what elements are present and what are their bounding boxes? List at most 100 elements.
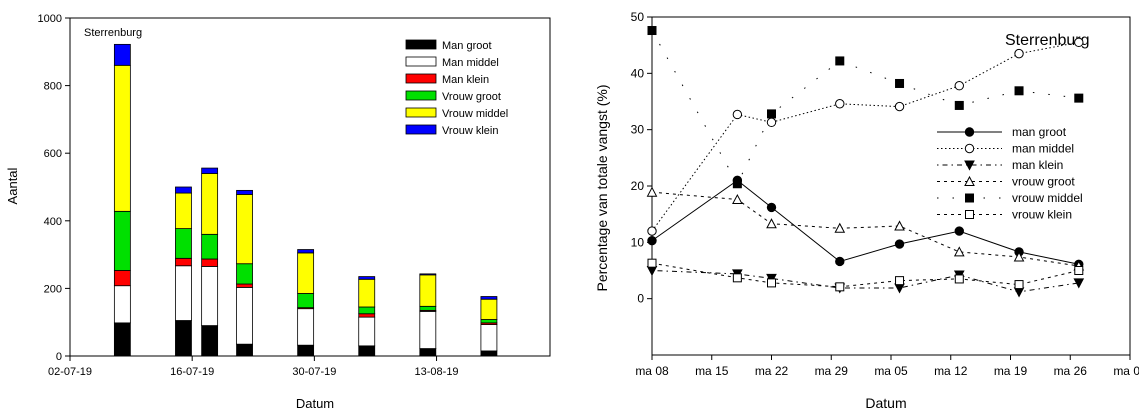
bar-segment	[480, 324, 498, 352]
data-point	[1074, 93, 1084, 103]
bar-segment	[297, 252, 315, 294]
left-y-tick-label: 600	[44, 148, 62, 160]
data-point	[1014, 280, 1024, 290]
left-legend-label: Vrouw middel	[442, 108, 508, 120]
data-point	[835, 256, 845, 267]
right-legend-label: man middel	[1012, 142, 1074, 156]
data-point	[732, 193, 743, 205]
bar-segment	[113, 64, 131, 212]
right-x-tick-label: ma 22	[755, 364, 789, 378]
data-point	[646, 186, 658, 197]
left-y-tick-label: 200	[44, 283, 62, 295]
right-legend-marker	[965, 210, 974, 219]
data-point	[766, 117, 777, 128]
bar-segment	[201, 325, 219, 357]
data-point	[732, 273, 742, 283]
bar-segment	[113, 285, 131, 324]
left-legend-swatch	[405, 73, 437, 84]
data-point	[895, 78, 905, 88]
right-y-tick-label: 50	[631, 10, 645, 24]
bar-segment	[358, 276, 376, 280]
left-legend-label: Vrouw klein	[442, 125, 498, 137]
data-point	[894, 283, 905, 294]
bar-segment	[358, 316, 376, 347]
data-point	[1013, 287, 1025, 298]
data-point	[954, 226, 964, 236]
data-point	[894, 239, 905, 249]
left-legend-label: Vrouw groot	[442, 91, 501, 103]
data-point	[647, 258, 657, 268]
bar-segment	[419, 310, 437, 349]
right-legend-label: man groot	[1012, 125, 1067, 139]
right-legend-label: vrouw groot	[1012, 175, 1075, 189]
right-legend-marker	[964, 127, 975, 137]
data-point	[835, 99, 845, 109]
right-y-tick-label: 20	[631, 179, 645, 193]
right-x-tick-label: ma 12	[934, 364, 968, 378]
bar-segment	[236, 283, 253, 288]
right-x-axis-label: Datum	[865, 395, 906, 410]
right-y-tick-label: 30	[631, 123, 645, 137]
data-point	[954, 100, 964, 110]
right-legend-label: vrouw middel	[1012, 191, 1083, 205]
right-legend-marker	[964, 143, 975, 154]
right-x-tick-label: ma 02	[1113, 364, 1139, 378]
data-point	[953, 246, 965, 257]
bar-segment	[297, 344, 315, 357]
bar-segment	[297, 308, 315, 346]
series-line	[651, 191, 1079, 267]
bar-segment	[358, 313, 376, 318]
bar-segment	[175, 265, 192, 321]
data-point	[835, 56, 845, 66]
bar-segment	[236, 343, 253, 357]
bar-segment	[480, 296, 498, 300]
data-point	[767, 109, 776, 119]
data-point	[732, 109, 743, 120]
data-point	[1074, 266, 1084, 275]
left-y-axis-label: Aantal	[5, 167, 20, 204]
bar-segment	[236, 194, 253, 265]
left-y-tick-label: 1000	[38, 13, 62, 25]
series-line	[651, 270, 1079, 293]
data-point	[647, 226, 657, 236]
bar-segment	[175, 257, 192, 267]
right-legend-label: man klein	[1012, 158, 1063, 172]
bar-segment	[480, 319, 498, 324]
data-point	[766, 202, 777, 213]
bar-segment	[419, 273, 437, 276]
bar-segment	[175, 192, 192, 229]
left-y-tick-label: 800	[44, 81, 62, 93]
right-y-axis-label: Percentage van totale vangst (%)	[594, 84, 610, 291]
bar-segment	[419, 305, 437, 311]
left-legend-swatch	[405, 124, 437, 135]
bar-segment	[236, 286, 253, 345]
right-x-tick-label: ma 19	[994, 364, 1028, 378]
bar-segment	[175, 320, 192, 357]
right-x-tick-label: ma 29	[815, 364, 849, 378]
left-legend-swatch	[405, 56, 437, 67]
left-legend-swatch	[405, 107, 437, 118]
data-point	[835, 282, 845, 292]
data-point	[894, 220, 905, 231]
left-x-tick-label: 13-08-19	[415, 366, 459, 378]
series-line	[651, 179, 1079, 265]
left-y-tick-label: 0	[56, 351, 62, 363]
bar-segment	[419, 348, 437, 357]
right-x-tick-label: ma 05	[874, 364, 908, 378]
bar-segment	[113, 322, 131, 357]
left-legend-label: Man klein	[442, 74, 489, 86]
data-point	[767, 278, 776, 288]
left-legend-label: Man groot	[442, 40, 492, 52]
bar-segment	[358, 306, 376, 315]
bar-segment	[175, 186, 192, 194]
percentage-line-chart: Sterrenburg Datum Percentage van totale …	[594, 10, 1139, 410]
bar-segment	[480, 350, 498, 357]
data-point	[732, 179, 742, 189]
left-y-tick-label: 400	[44, 216, 62, 228]
bar-segment	[358, 278, 376, 308]
data-point	[766, 218, 777, 229]
right-x-tick-label: ma 08	[635, 364, 669, 378]
left-x-axis-label: Datum	[296, 396, 334, 410]
data-point	[1014, 86, 1024, 96]
bar-segment	[201, 266, 219, 326]
